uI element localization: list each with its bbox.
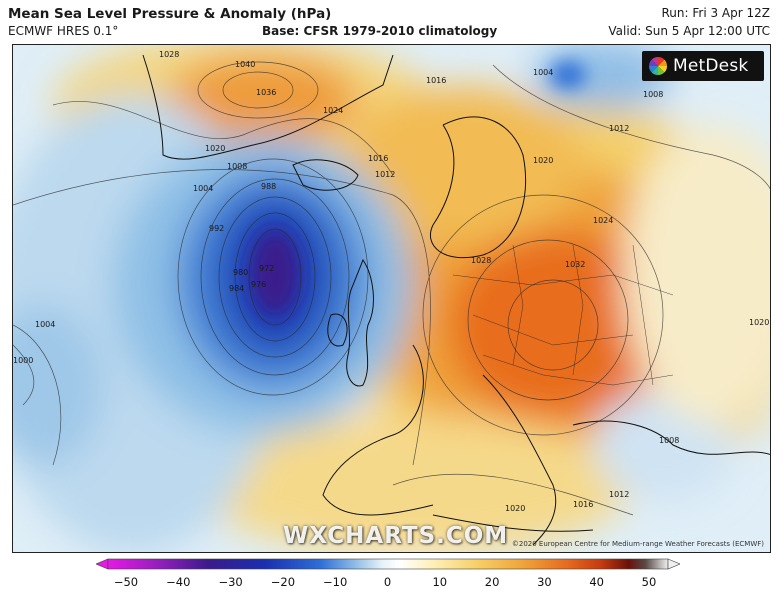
climatology-base-label: Base: CFSR 1979-2010 climatology xyxy=(262,24,498,38)
isobar-label: 1012 xyxy=(609,490,629,499)
ecmwf-copyright: ©2020 European Centre for Medium-range W… xyxy=(511,540,764,548)
isobar-label: 1020 xyxy=(749,318,769,327)
anomaly-colorbar: −50 −40 −30 −20 −10 0 10 20 30 40 50 xyxy=(96,558,680,598)
colorbar-tick-label: 30 xyxy=(537,575,552,589)
colorbar-tick-label: −20 xyxy=(270,575,296,589)
isobar-label: 1016 xyxy=(573,500,593,509)
isobar-label: 1016 xyxy=(426,76,446,85)
isobar-label: 1028 xyxy=(471,256,491,265)
colorbar-tick-label: 40 xyxy=(589,575,605,589)
colorbar-tick-label: 0 xyxy=(383,575,392,589)
valid-time-label: Valid: Sun 5 Apr 12:00 UTC xyxy=(608,24,770,38)
metdesk-logo-icon xyxy=(648,56,668,76)
isobar-label: 1020 xyxy=(505,504,525,513)
coastlines xyxy=(142,54,770,546)
isobar-label: 1028 xyxy=(159,50,179,59)
isobar-label: 976 xyxy=(251,280,266,289)
colorbar-tick-label: −50 xyxy=(113,575,139,589)
isobar-label: 1032 xyxy=(565,260,585,269)
isobar-label: 1024 xyxy=(323,106,343,115)
isobar-label: 992 xyxy=(209,224,224,233)
isobar-label: 984 xyxy=(229,284,244,293)
colorbar-tick-label: 50 xyxy=(641,575,657,589)
isobar-label: 1040 xyxy=(235,60,255,69)
isobar-label: 972 xyxy=(259,264,274,273)
isobar-label: 1004 xyxy=(35,320,55,329)
colorbar-gradient xyxy=(96,558,680,570)
isobar-labels: 1028 1040 1036 1024 1020 1008 1004 1016 … xyxy=(13,50,769,513)
isobar-label: 1024 xyxy=(593,216,613,225)
isobar-label: 1008 xyxy=(659,436,679,445)
colorbar-tick-label: −40 xyxy=(166,575,191,589)
colorbar-tick-label: 20 xyxy=(484,575,500,589)
isobar-label: 1008 xyxy=(643,90,663,99)
isobar-label: 1020 xyxy=(533,156,553,165)
isobar-label: 988 xyxy=(261,182,276,191)
isobar-label: 1020 xyxy=(205,144,225,153)
pressure-anomaly-map: 1028 1040 1036 1024 1020 1008 1004 1016 … xyxy=(12,44,771,553)
chart-title: Mean Sea Level Pressure & Anomaly (hPa) xyxy=(8,6,332,22)
isobar-label: 1004 xyxy=(533,68,553,77)
isobar-label: 1036 xyxy=(256,88,276,97)
model-label: ECMWF HRES 0.1° xyxy=(8,24,119,38)
map-canvas: 1028 1040 1036 1024 1020 1008 1004 1016 … xyxy=(13,45,770,552)
run-time-label: Run: Fri 3 Apr 12Z xyxy=(661,6,771,20)
colorbar-tick-label: −30 xyxy=(218,575,243,589)
isobar-label: 1008 xyxy=(227,162,247,171)
metdesk-logo: MetDesk xyxy=(642,51,764,81)
isobar-label: 1016 xyxy=(368,154,388,163)
anomaly-field xyxy=(13,45,770,552)
isobar-label: 1012 xyxy=(609,124,629,133)
metdesk-logo-text: MetDesk xyxy=(673,56,749,76)
isobar-label: 1004 xyxy=(193,184,213,193)
colorbar-tick-label: 10 xyxy=(432,575,448,589)
isobar-label: 1000 xyxy=(13,356,33,365)
isobar-label: 1012 xyxy=(375,170,395,179)
borders xyxy=(452,244,674,386)
isobar-lines xyxy=(13,61,770,516)
isobar-label: 980 xyxy=(233,268,248,277)
colorbar-tick-label: −10 xyxy=(323,575,348,589)
wxcharts-watermark: WXCHARTS.COM xyxy=(283,523,509,549)
